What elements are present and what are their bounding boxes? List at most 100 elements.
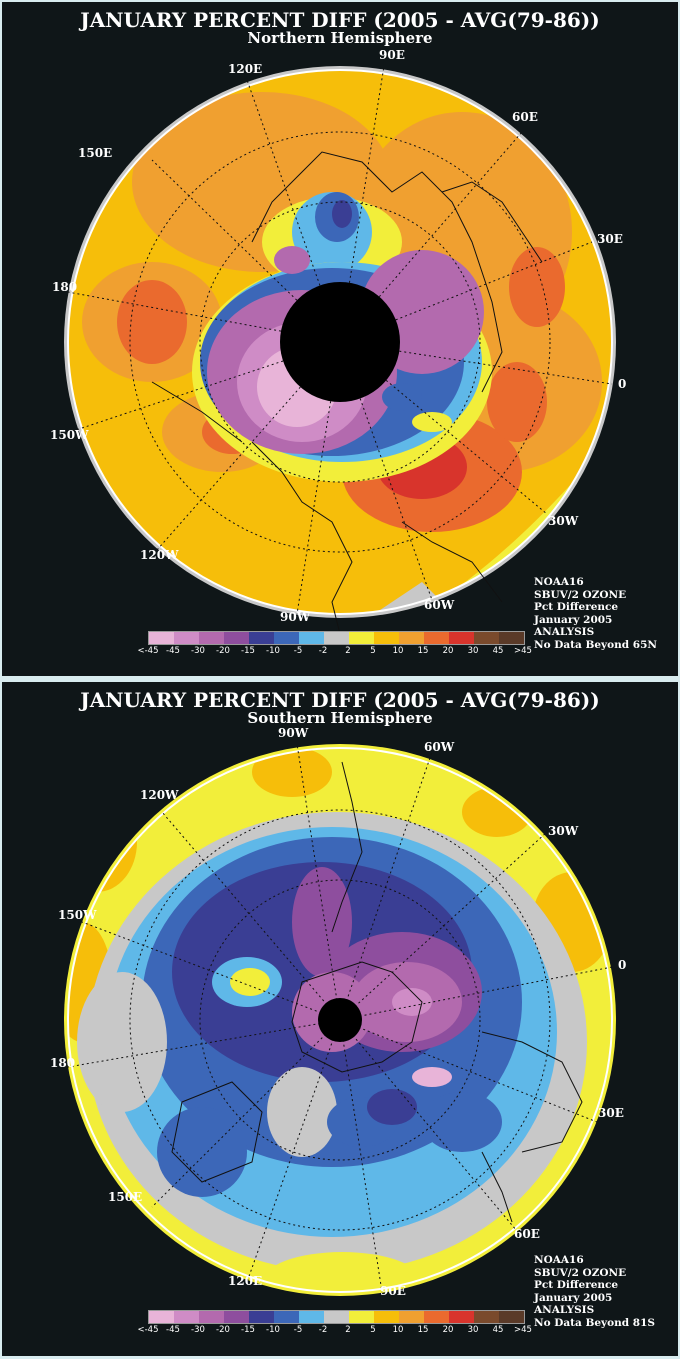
legend-tick-label: -15	[241, 646, 255, 656]
legend-tick-label: -2	[318, 646, 328, 656]
info-block: NOAA16 SBUV/2 OZONE Pct Difference Janua…	[534, 576, 657, 651]
legend-tick-label: 20	[442, 1325, 454, 1335]
lon-label-120w: 120W	[140, 548, 179, 562]
legend-swatch	[374, 632, 399, 644]
legend-tick-label: 30	[467, 646, 479, 656]
legend-tick-label: 5	[370, 1325, 376, 1335]
lon-label-30w: 30W	[548, 514, 579, 528]
no-data-hole	[318, 998, 362, 1042]
legend-tick-label: -45	[166, 1325, 180, 1335]
legend-tick-label: -30	[191, 1325, 205, 1335]
map-title: JANUARY PERCENT DIFF (2005 - AVG(79-86))	[80, 688, 600, 712]
legend-swatch	[224, 632, 249, 644]
info-line: NOAA16	[534, 576, 584, 588]
north-hemisphere-panel: JANUARY PERCENT DIFF (2005 - AVG(79-86))…	[2, 2, 678, 676]
legend-swatch	[349, 632, 374, 644]
legend-swatch	[174, 632, 199, 644]
legend-tick-label: 2	[345, 646, 351, 656]
color-legend	[148, 631, 525, 645]
map-title: JANUARY PERCENT DIFF (2005 - AVG(79-86))	[80, 8, 600, 32]
legend-swatch	[349, 1311, 374, 1323]
legend-swatch	[424, 1311, 449, 1323]
info-line: No Data Beyond 81S	[534, 1316, 655, 1329]
legend-tick-label: -20	[216, 646, 230, 656]
north-map	[64, 65, 616, 643]
lon-label-0: 0	[618, 377, 627, 391]
no-data-hole	[280, 282, 400, 402]
coastlines	[151, 151, 543, 643]
color-legend	[148, 1310, 525, 1324]
lon-label-150e: 150E	[108, 1190, 143, 1204]
legend-swatch	[249, 1311, 274, 1323]
legend-swatch	[399, 632, 424, 644]
lon-label-120e: 120E	[228, 62, 263, 76]
lon-label-90w: 90W	[278, 726, 309, 740]
legend-ticks: <-45 -45 -30 -20 -15 -10 -5 -2 2 5 10 15 20 30 45 >45	[137, 646, 531, 658]
legend-swatch	[199, 632, 224, 644]
legend-tick-label: -10	[266, 1325, 280, 1335]
south-hemisphere-panel: JANUARY PERCENT DIFF (2005 - AVG(79-86))…	[2, 682, 678, 1356]
legend-tick-label: <-45	[137, 646, 159, 656]
legend-swatch	[274, 632, 299, 644]
legend-tick-label: -45	[166, 646, 180, 656]
lon-label-90w: 90W	[280, 610, 311, 624]
lon-label-180: 180	[52, 280, 78, 294]
legend-tick-label: 15	[417, 646, 429, 656]
legend-swatch	[499, 632, 524, 644]
lon-label-30e: 30E	[597, 232, 623, 246]
map-subtitle: Northern Hemisphere	[247, 29, 433, 47]
legend-tick-label: 20	[442, 646, 454, 656]
lon-label-60w: 60W	[424, 740, 455, 754]
legend-tick-label: -30	[191, 646, 205, 656]
legend-swatch	[299, 632, 324, 644]
legend-tick-label: -5	[293, 1325, 303, 1335]
info-line: Pct Difference	[534, 601, 619, 613]
info-line: ANALYSIS	[534, 626, 595, 638]
info-line: No Data Beyond 65N	[534, 638, 657, 651]
lon-label-60e: 60E	[514, 1227, 540, 1241]
lon-label-0: 0	[618, 958, 627, 972]
lon-label-180: 180	[50, 1056, 76, 1070]
legend-swatch	[324, 632, 349, 644]
legend-swatch	[474, 1311, 499, 1323]
legend-swatch	[399, 1311, 424, 1323]
south-map	[64, 743, 616, 1296]
legend-swatch	[449, 632, 474, 644]
lon-label-60e: 60E	[512, 110, 538, 124]
legend-swatch	[249, 632, 274, 644]
legend-swatch	[324, 1311, 349, 1323]
legend-swatch	[149, 632, 174, 644]
legend-swatch	[274, 1311, 299, 1323]
legend-tick-label: -15	[241, 1325, 255, 1335]
legend-swatch	[174, 1311, 199, 1323]
legend-swatch	[149, 1311, 174, 1323]
lon-label-30w: 30W	[548, 824, 579, 838]
legend-tick-label: -20	[216, 1325, 230, 1335]
legend-swatch	[374, 1311, 399, 1323]
legend-tick-label: -10	[266, 646, 280, 656]
lon-label-90e: 90E	[379, 48, 405, 62]
info-line: ANALYSIS	[534, 1304, 595, 1316]
legend-tick-label: 45	[492, 1325, 504, 1335]
legend-ticks: <-45 -45 -30 -20 -15 -10 -5 -2 2 5 10 15 20 30 45 >45	[137, 1325, 531, 1337]
lon-label-150w: 150W	[58, 908, 97, 922]
lon-label-120e: 120E	[228, 1274, 263, 1288]
lon-label-90e: 90E	[380, 1284, 406, 1298]
legend-tick-label: >45	[514, 646, 532, 656]
legend-swatch	[499, 1311, 524, 1323]
coastlines	[171, 761, 583, 1223]
legend-tick-label: 45	[492, 646, 504, 656]
legend-swatch	[449, 1311, 474, 1323]
legend-tick-label: 5	[370, 646, 376, 656]
legend-tick-label: 10	[392, 646, 404, 656]
info-line: January 2005	[534, 1291, 613, 1304]
legend-tick-label: -2	[318, 1325, 328, 1335]
legend-swatch	[424, 632, 449, 644]
legend-swatch	[224, 1311, 249, 1323]
lon-label-30e: 30E	[598, 1106, 624, 1120]
legend-tick-label: 15	[417, 1325, 429, 1335]
legend-tick-label: 30	[467, 1325, 479, 1335]
info-line: NOAA16	[534, 1254, 584, 1266]
legend-tick-label: 10	[392, 1325, 404, 1335]
map-subtitle: Southern Hemisphere	[247, 709, 433, 727]
